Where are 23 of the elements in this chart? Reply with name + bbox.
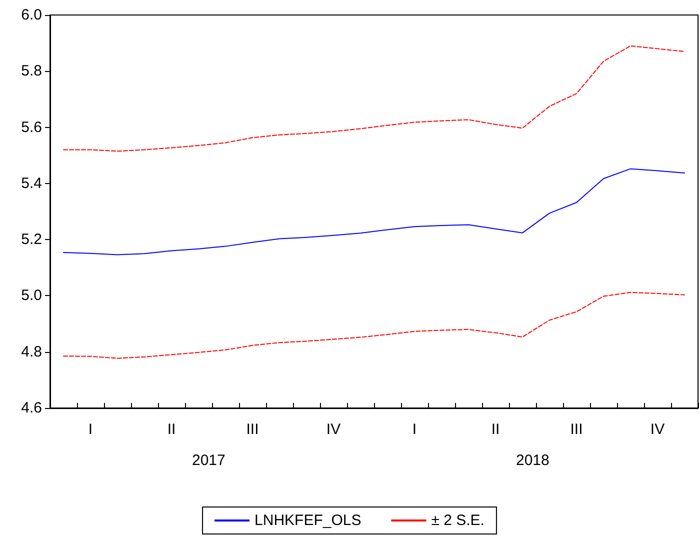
text: 2018	[516, 452, 550, 469]
y-tick-label: 5.6	[21, 118, 42, 136]
y-tick-label: 5.4	[21, 174, 42, 192]
x-tick-label: II	[167, 421, 176, 438]
y-tick-label: 5.8	[21, 62, 42, 80]
y-tick-label: 4.8	[21, 343, 42, 360]
x-tick-label: II	[491, 421, 500, 438]
x-tick-label: IV	[326, 421, 341, 438]
y-tick-label: 5.2	[21, 231, 42, 248]
legend-label: LNHKFEF_OLS	[254, 512, 362, 529]
x-tick-label: IV	[650, 421, 665, 438]
y-tick-label: 5.0	[21, 287, 42, 304]
x-tick-label: III	[570, 421, 583, 438]
x-tick-label: I	[412, 421, 417, 438]
y-tick-label: 6.0	[21, 6, 42, 24]
line-series	[63, 292, 685, 359]
text: 2017	[192, 452, 226, 469]
line-series	[63, 168, 685, 256]
x-tick-label: I	[88, 421, 93, 438]
y-tick-label: 4.6	[21, 400, 42, 416]
legend-label: ± 2 S.E.	[431, 512, 484, 529]
x-tick-label: III	[246, 421, 259, 438]
line-series	[63, 45, 685, 152]
